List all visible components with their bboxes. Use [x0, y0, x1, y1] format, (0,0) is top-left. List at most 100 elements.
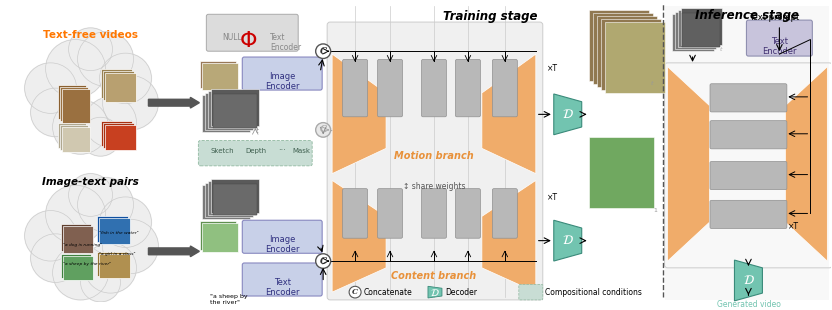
Text: "a girl in a class": "a girl in a class" — [98, 252, 135, 256]
Circle shape — [102, 76, 158, 130]
FancyBboxPatch shape — [211, 179, 260, 214]
Text: ···: ··· — [278, 146, 286, 155]
Text: Text prompt: Text prompt — [750, 13, 800, 22]
FancyBboxPatch shape — [202, 185, 250, 219]
Text: Image
Encoder: Image Encoder — [265, 235, 300, 254]
Text: Generated video: Generated video — [716, 300, 780, 309]
FancyBboxPatch shape — [201, 221, 236, 250]
FancyBboxPatch shape — [98, 254, 131, 277]
FancyBboxPatch shape — [343, 189, 368, 238]
FancyBboxPatch shape — [675, 12, 716, 49]
FancyBboxPatch shape — [422, 60, 447, 117]
FancyBboxPatch shape — [519, 284, 542, 300]
Text: "fish in the water": "fish in the water" — [98, 231, 138, 235]
Text: $\mathcal{D}$: $\mathcal{D}$ — [562, 108, 574, 121]
Text: Text
Encoder: Text Encoder — [270, 33, 301, 52]
FancyBboxPatch shape — [213, 184, 257, 215]
Text: Content branch: Content branch — [391, 271, 477, 281]
FancyArrow shape — [148, 97, 200, 108]
FancyBboxPatch shape — [208, 181, 256, 215]
FancyBboxPatch shape — [589, 11, 649, 81]
FancyBboxPatch shape — [710, 162, 787, 190]
Text: Sketch: Sketch — [210, 148, 234, 154]
FancyBboxPatch shape — [213, 94, 257, 128]
Circle shape — [31, 234, 81, 282]
FancyBboxPatch shape — [665, 6, 830, 300]
Text: $\Phi$: $\Phi$ — [239, 31, 257, 51]
Polygon shape — [554, 94, 582, 135]
Polygon shape — [332, 180, 386, 292]
FancyBboxPatch shape — [202, 63, 238, 90]
FancyBboxPatch shape — [746, 20, 812, 56]
FancyBboxPatch shape — [62, 226, 92, 253]
FancyBboxPatch shape — [61, 254, 91, 277]
Polygon shape — [785, 67, 827, 261]
Text: Mask: Mask — [292, 148, 310, 154]
FancyBboxPatch shape — [681, 13, 721, 47]
Text: Motion branch: Motion branch — [394, 151, 474, 161]
FancyBboxPatch shape — [105, 125, 136, 150]
Text: C: C — [352, 288, 358, 296]
Text: Text
Encoder: Text Encoder — [265, 277, 300, 297]
Text: Concatenate: Concatenate — [364, 288, 413, 297]
Text: "a sheep by
the river": "a sheep by the river" — [210, 294, 248, 305]
Text: $\mathcal{D}$: $\mathcal{D}$ — [742, 274, 755, 287]
Polygon shape — [482, 54, 536, 174]
FancyBboxPatch shape — [211, 89, 260, 126]
FancyBboxPatch shape — [601, 19, 661, 90]
FancyBboxPatch shape — [62, 256, 92, 280]
FancyBboxPatch shape — [455, 189, 480, 238]
FancyBboxPatch shape — [710, 84, 787, 112]
FancyArrow shape — [148, 246, 200, 257]
Circle shape — [102, 219, 158, 274]
Circle shape — [81, 117, 121, 156]
Circle shape — [31, 88, 81, 137]
FancyBboxPatch shape — [198, 140, 312, 166]
Text: "a dog is running": "a dog is running" — [62, 242, 102, 246]
Text: C: C — [319, 257, 327, 266]
Circle shape — [100, 197, 151, 247]
Circle shape — [315, 123, 330, 137]
FancyBboxPatch shape — [206, 183, 253, 217]
Polygon shape — [482, 180, 536, 292]
FancyBboxPatch shape — [61, 224, 91, 251]
Text: Text
Encoder: Text Encoder — [762, 37, 797, 56]
Text: 1: 1 — [654, 207, 657, 212]
FancyBboxPatch shape — [493, 60, 518, 117]
Text: Image-text pairs: Image-text pairs — [42, 178, 139, 188]
Text: Compositional conditions: Compositional conditions — [545, 288, 641, 297]
Text: "a sheep by the river": "a sheep by the river" — [62, 262, 111, 266]
FancyBboxPatch shape — [98, 218, 131, 244]
Text: ×T: ×T — [547, 193, 557, 202]
FancyBboxPatch shape — [710, 121, 787, 149]
Text: C: C — [319, 126, 327, 135]
FancyBboxPatch shape — [201, 61, 236, 88]
FancyBboxPatch shape — [589, 137, 654, 208]
FancyBboxPatch shape — [60, 87, 87, 121]
Text: t: t — [255, 128, 258, 134]
Polygon shape — [667, 67, 710, 261]
Polygon shape — [332, 54, 386, 174]
FancyBboxPatch shape — [206, 93, 253, 130]
Circle shape — [100, 53, 151, 104]
FancyBboxPatch shape — [208, 91, 256, 128]
Polygon shape — [428, 286, 442, 298]
FancyBboxPatch shape — [242, 220, 322, 253]
FancyBboxPatch shape — [101, 69, 132, 98]
Circle shape — [52, 100, 108, 154]
FancyBboxPatch shape — [242, 57, 322, 90]
FancyBboxPatch shape — [62, 127, 90, 152]
Circle shape — [85, 97, 136, 147]
Text: Text-free videos: Text-free videos — [43, 30, 138, 40]
FancyBboxPatch shape — [97, 252, 128, 276]
Circle shape — [315, 254, 330, 268]
Circle shape — [81, 263, 121, 302]
Text: t: t — [651, 81, 653, 86]
Circle shape — [68, 174, 112, 216]
FancyBboxPatch shape — [60, 125, 87, 150]
Text: Depth: Depth — [245, 148, 266, 154]
Text: t: t — [720, 47, 722, 52]
Circle shape — [77, 178, 133, 232]
Text: NULL: NULL — [222, 33, 242, 42]
Text: Training stage: Training stage — [443, 11, 537, 24]
